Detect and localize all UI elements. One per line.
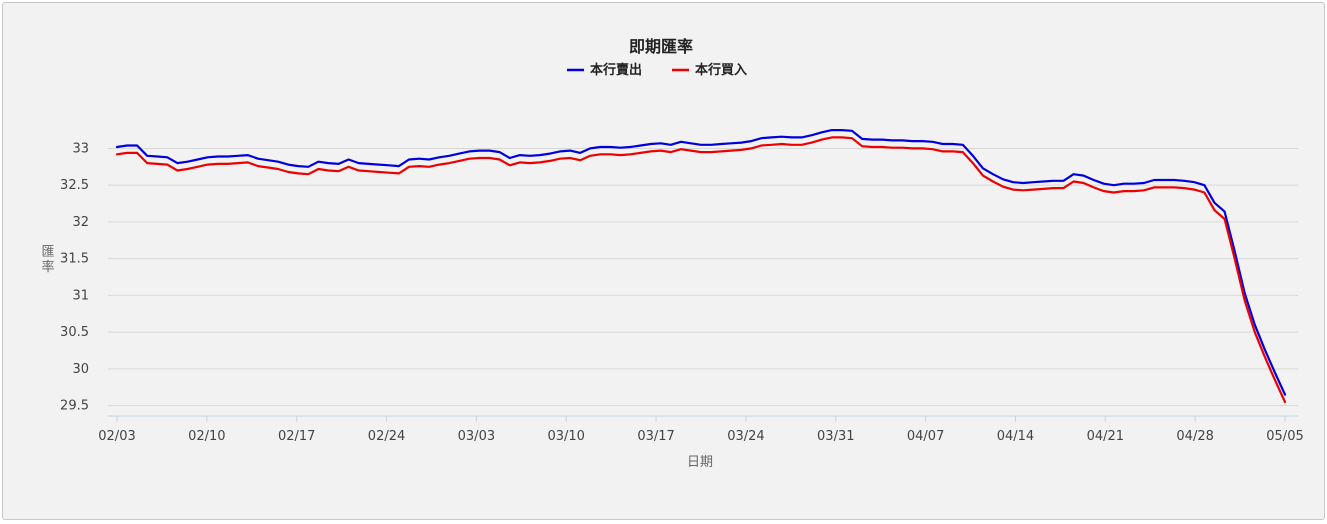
x-tick-label: 03/17: [637, 429, 674, 444]
y-axis-title: 匯率: [41, 245, 54, 275]
legend-label-sell: 本行賣出: [590, 62, 642, 78]
chart-title: 即期匯率: [629, 37, 693, 56]
series-line-buy[interactable]: [115, 136, 1287, 404]
x-tick-label: 04/21: [1087, 429, 1124, 444]
legend-item-buy[interactable]: 本行買入: [672, 62, 747, 78]
y-tick-label: 31: [72, 288, 89, 303]
grid-lines: [108, 147, 1298, 407]
x-tick-label: 03/10: [547, 429, 584, 444]
x-tick-label: 03/24: [727, 429, 764, 444]
y-tick-label: 29.5: [60, 399, 89, 414]
x-tick-label: 03/03: [458, 429, 495, 444]
legend: 本行賣出 本行買入: [567, 62, 747, 78]
y-tick-label: 30.5: [60, 325, 89, 340]
series-line-sell[interactable]: [115, 129, 1287, 396]
y-tick-label: 32: [72, 215, 89, 230]
series-lines: [115, 129, 1287, 404]
x-tick-label: 04/28: [1176, 429, 1213, 444]
x-tick-label: 02/03: [98, 429, 135, 444]
x-tick-label: 05/05: [1266, 429, 1303, 444]
y-tick-label: 32.5: [60, 178, 89, 193]
x-tick-label: 02/24: [368, 429, 405, 444]
legend-item-sell[interactable]: 本行賣出: [567, 62, 642, 78]
x-tick-label: 02/17: [278, 429, 315, 444]
x-axis: 02/03 02/10 02/17 02/24 03/03 03/10 03/17 03/24…: [98, 415, 1304, 444]
y-tick-label: 33: [72, 141, 89, 156]
x-tick-label: 04/07: [907, 429, 944, 444]
x-axis-title: 日期: [687, 455, 713, 470]
x-tick-label: 03/31: [817, 429, 854, 444]
x-tick-label: 04/14: [997, 429, 1034, 444]
x-tick-label: 02/10: [188, 429, 225, 444]
legend-label-buy: 本行買入: [695, 62, 747, 78]
y-tick-label: 30: [72, 362, 89, 377]
y-tick-label: 31.5: [60, 252, 89, 267]
y-axis: 29.5 30 30.5 31 31.5 32 32.5 33: [60, 141, 89, 413]
